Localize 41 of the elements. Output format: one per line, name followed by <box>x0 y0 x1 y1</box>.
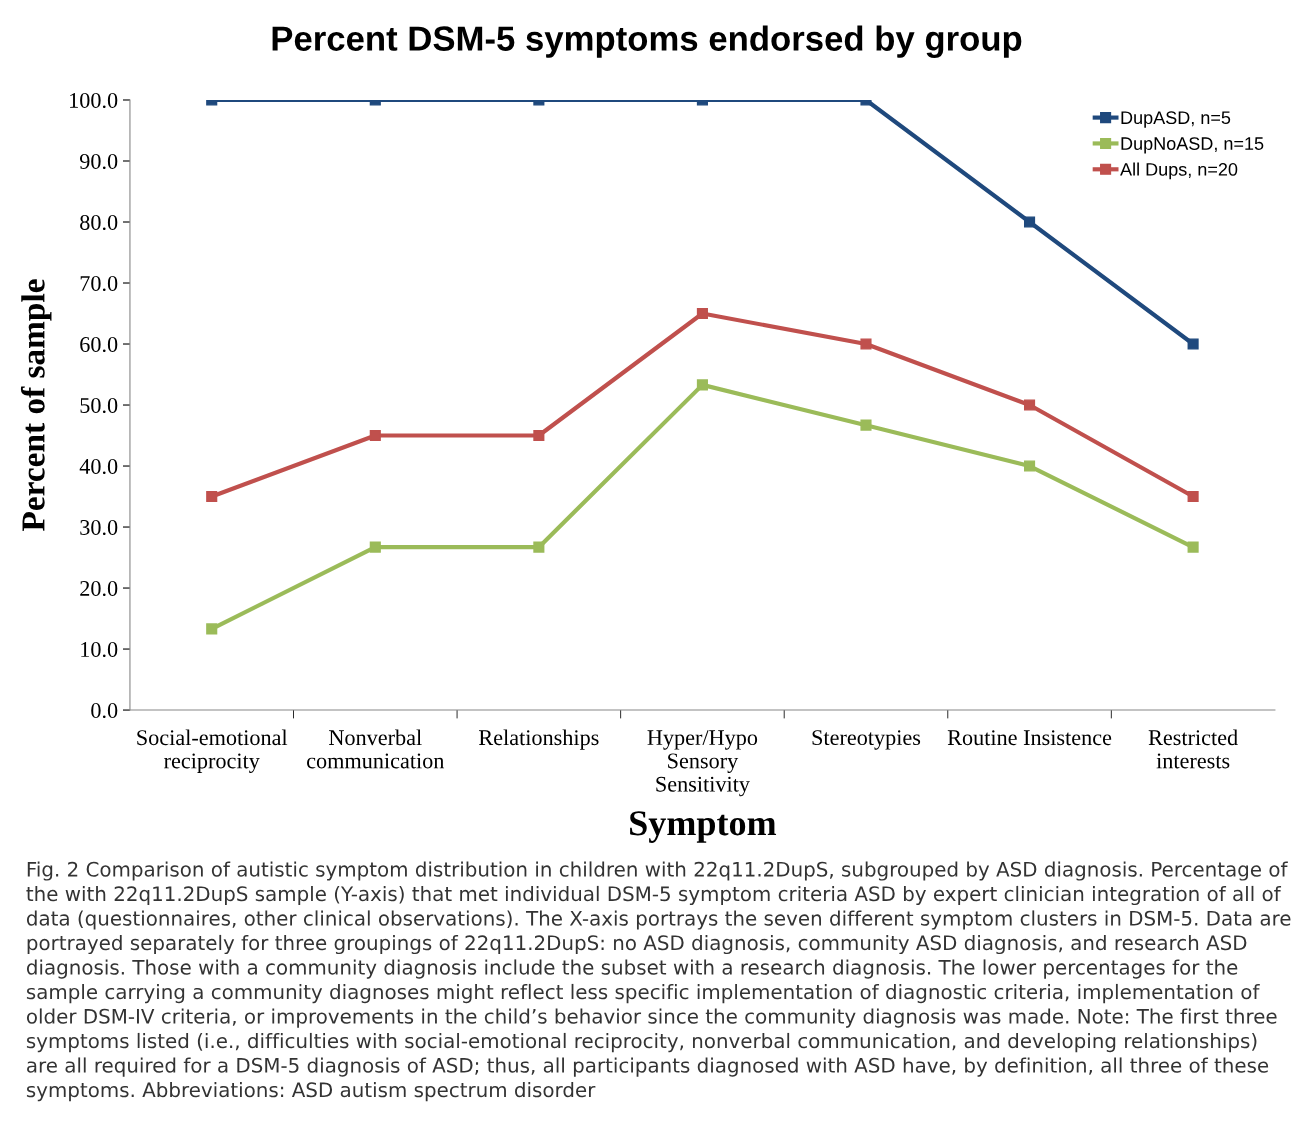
y-tick-label: 60.0 <box>80 336 118 353</box>
y-tick-label: 50.0 <box>80 397 118 414</box>
y-tick-label: 30.0 <box>80 519 118 536</box>
legend-label: All Dups, n=20 <box>1120 162 1238 180</box>
point <box>696 307 708 320</box>
point <box>1023 216 1036 228</box>
y-tick-label: 0.0 <box>91 702 118 719</box>
point <box>696 379 708 391</box>
point <box>1187 338 1199 350</box>
point <box>1023 460 1036 472</box>
point <box>369 541 381 553</box>
x-axis-title: Symptom <box>630 811 777 843</box>
legend-label: DupNoASD, n=15 <box>1121 137 1264 154</box>
legend-label: DupASD, n=5 <box>1121 111 1231 128</box>
x-tick-label: Social-emotional reciprocity <box>137 729 288 773</box>
x-tick-label: Nonverbal communication <box>307 729 445 769</box>
point <box>860 338 872 350</box>
point <box>206 490 218 503</box>
point <box>1023 399 1036 411</box>
point <box>206 623 218 635</box>
point <box>1187 490 1199 503</box>
y-tick-label: 10.0 <box>81 641 118 658</box>
y-tick-label: 90.0 <box>79 153 118 170</box>
x-tick-label: Relationships <box>479 729 599 750</box>
point <box>369 429 381 442</box>
point <box>1187 541 1199 553</box>
y-tick-label: 20.0 <box>80 580 118 597</box>
x-tick-label: Stereotypies <box>812 730 921 750</box>
y-tick-label: 70.0 <box>80 275 118 292</box>
x-tick-label: Restricted interests <box>1148 729 1238 769</box>
point <box>533 429 545 442</box>
text: Fig. 2 Comparison of autistic symptom distribution in children with 22q11.2DupS, subgrouped by ASD diagnosis. Percentage of the with 22q11.2DupS sample (Y-axis) that met individual DSM-5 symptom criteria ASD by expert clinician integration of all of data (questionnaires, other clinical observations). The X-axis portrays the seven different symptom clusters in DSM-5. Data are portrayed separately for three groupings of 22q11.2DupS: no ASD diagnosis, community ASD diagnosis, and research ASD diagnosis. Those with a community diagnosis include the subset with a research diagnosis. The lower percentages for the sample carrying a community diagnoses might reflect less specific implementation of diagnostic criteria, implementation of older DSM-IV criteria, or improvements in the child’s behavior since the community diagnosis was made. Note: The first three symptoms listed (i.e., difficulties with social-emotional reciprocity, nonverbal communication, and developing relationships) are all required for a DSM-5 diagnosis of ASD; thus, all participants diagnosed with ASD have, by definition, all three of these symptoms. Abbreviations: ASD autism spectrum disorder <box>26 861 1291 1102</box>
y-axis-title: Percent of sample <box>20 279 52 531</box>
chart-title: Percent DSM-5 symptoms endorsed by group <box>272 25 1022 58</box>
y-tick-label: 40.0 <box>79 458 118 475</box>
y-tick-label: 80.0 <box>80 214 118 231</box>
y-tick-label: 100.0 <box>70 92 118 109</box>
x-tick-label: Hyper/Hypo Sensory Sensitivity <box>647 730 758 797</box>
point <box>860 419 872 431</box>
x-tick-label: Routine Insistence <box>947 730 1112 746</box>
point <box>533 541 545 553</box>
